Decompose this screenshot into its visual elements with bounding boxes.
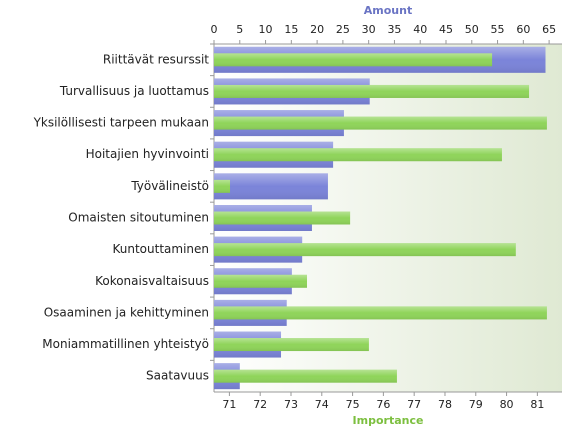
x-tick-label: 55 (491, 23, 505, 36)
y-tick-label: Saatavuus (146, 369, 209, 383)
bar-shade (214, 84, 530, 98)
bar-shade (214, 274, 308, 288)
bar-shade (214, 243, 516, 257)
y-tick-label: Kokonaisvaltaisuus (95, 274, 209, 288)
y-tick-label: Turvallisuus ja luottamus (59, 84, 209, 98)
bar-shade (214, 338, 369, 352)
x-tick-label: 30 (362, 23, 376, 36)
y-tick-label: Hoitajien hyvinvointi (86, 147, 209, 161)
x2-tick-label: 77 (407, 398, 421, 411)
x-tick-label: 10 (259, 23, 273, 36)
x-tick-label: 40 (413, 23, 427, 36)
y-tick-label: Kuntouttaminen (112, 242, 209, 256)
x2-tick-label: 75 (346, 398, 360, 411)
x-tick-label: 50 (465, 23, 479, 36)
x-tick-label: 25 (336, 23, 350, 36)
x-tick-label: 5 (236, 23, 243, 36)
y-tick-label: Moniammatillinen yhteistyö (42, 337, 209, 351)
x2-tick-label: 80 (500, 398, 514, 411)
bar-shade (214, 211, 351, 225)
y-tick-label: Riittävät resurssit (103, 52, 209, 66)
bar-shade (214, 116, 547, 130)
x2-tick-label: 81 (530, 398, 544, 411)
bar-shade (214, 369, 397, 383)
bar-shade (214, 179, 231, 193)
x-tick-label: 0 (211, 23, 218, 36)
x-tick-label: 20 (310, 23, 324, 36)
bar-shade (214, 173, 328, 200)
x2-axis-title: Importance (353, 414, 424, 427)
x2-tick-label: 76 (376, 398, 390, 411)
x2-tick-label: 73 (284, 398, 298, 411)
y-tick-label: Osaaminen ja kehittyminen (44, 305, 209, 319)
x2-tick-label: 78 (438, 398, 452, 411)
x2-tick-label: 79 (469, 398, 483, 411)
x-tick-label: 35 (387, 23, 401, 36)
x-tick-label: 65 (542, 23, 556, 36)
x2-tick-label: 74 (315, 398, 329, 411)
x2-tick-label: 71 (222, 398, 236, 411)
bar-shade (214, 148, 502, 162)
x-tick-label: 60 (516, 23, 530, 36)
y-tick-label: Työvälineistö (130, 179, 209, 193)
x-axis-title: Amount (364, 4, 412, 17)
bar-shade (214, 306, 547, 320)
x-tick-label: 45 (439, 23, 453, 36)
x2-tick-label: 72 (253, 398, 267, 411)
y-tick-label: Yksilöllisesti tarpeen mukaan (33, 116, 209, 130)
x-tick-label: 15 (284, 23, 298, 36)
y-tick-label: Omaisten sitoutuminen (68, 211, 209, 225)
bar-shade (214, 53, 493, 67)
